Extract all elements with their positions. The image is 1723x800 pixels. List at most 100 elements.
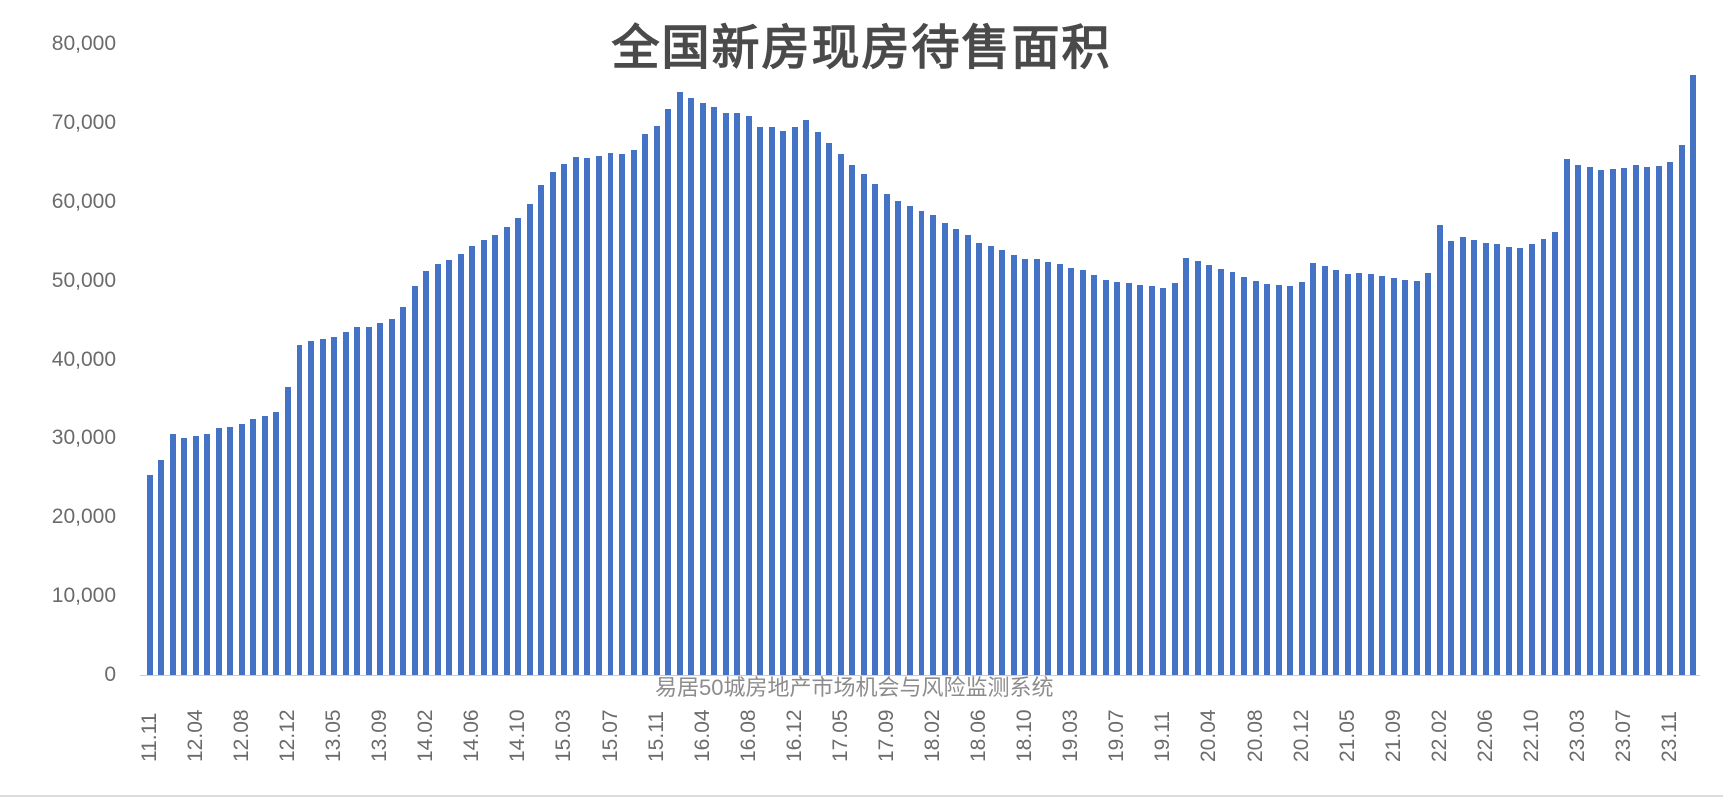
bar [1333, 270, 1340, 675]
bar [676, 92, 683, 675]
bar [895, 200, 902, 675]
bar [987, 245, 994, 675]
x-tick-label: 14.10 [506, 709, 530, 762]
bar [1655, 166, 1662, 675]
bar [619, 153, 625, 675]
x-tick-label: 16.12 [782, 709, 806, 762]
bar [1367, 274, 1374, 675]
bar [999, 249, 1006, 675]
bar [688, 97, 695, 675]
bar [1137, 285, 1144, 675]
bar [941, 223, 948, 675]
bar [204, 434, 211, 675]
bar [1275, 285, 1282, 675]
bar [1402, 279, 1409, 675]
bar [423, 271, 430, 675]
bar [1310, 263, 1317, 675]
x-tick-label: 20.12 [1289, 709, 1313, 762]
x-tick-label: 19.07 [1105, 709, 1129, 762]
bar [699, 103, 706, 675]
bar [561, 163, 568, 675]
bar [526, 204, 533, 675]
bar [976, 242, 983, 675]
bar [1022, 259, 1029, 675]
bar [1586, 167, 1593, 675]
bar [1148, 286, 1155, 675]
bar [515, 218, 522, 675]
bar [630, 150, 637, 675]
bar [480, 240, 487, 675]
bar [308, 341, 314, 675]
bar [1010, 255, 1017, 675]
bar [1102, 279, 1109, 675]
bar [1241, 276, 1247, 675]
bar [1517, 248, 1524, 675]
bar [1217, 268, 1224, 675]
y-tick-label: 0 [104, 663, 116, 686]
bar [1356, 272, 1363, 675]
x-tick-label: 16.08 [736, 709, 760, 762]
plot-area [144, 44, 1699, 675]
bar [1033, 259, 1040, 675]
bar [1321, 265, 1328, 675]
bar [365, 327, 372, 675]
x-tick-label: 19.03 [1059, 709, 1083, 762]
x-tick-label: 13.09 [368, 709, 392, 762]
bar [1114, 282, 1121, 675]
bar [883, 193, 890, 675]
bar [1091, 275, 1098, 675]
x-tick-label: 18.02 [921, 709, 945, 762]
bar [1436, 225, 1443, 675]
bar [469, 245, 476, 675]
bar [791, 126, 798, 675]
x-tick-label: 12.04 [183, 709, 207, 762]
bottom-divider [0, 795, 1723, 797]
x-tick-label: 12.12 [275, 709, 299, 762]
bar [549, 171, 556, 675]
bar [711, 107, 718, 675]
bar [457, 253, 464, 675]
bar [1678, 144, 1685, 675]
bar [1482, 242, 1489, 675]
x-tick-label: 20.04 [1197, 709, 1221, 762]
bar [665, 108, 672, 675]
y-tick-label: 80,000 [51, 32, 116, 55]
bar [860, 174, 867, 675]
bar [1194, 260, 1201, 675]
bar [1045, 261, 1052, 675]
bar [595, 156, 602, 675]
bar [1459, 237, 1466, 675]
bar [1160, 287, 1167, 675]
y-tick-label: 40,000 [51, 347, 116, 371]
bar [492, 234, 499, 675]
bar [1505, 246, 1512, 675]
bar [780, 130, 787, 675]
bar [1413, 281, 1420, 675]
bar [1528, 244, 1535, 675]
x-tick-label: 15.07 [598, 709, 622, 762]
bar [538, 185, 545, 675]
bar [906, 205, 913, 675]
x-tick-label: 20.08 [1243, 709, 1267, 762]
bar [1540, 238, 1547, 675]
bar [342, 331, 349, 675]
bar [1379, 275, 1386, 675]
bar [930, 215, 936, 675]
y-tick-label: 50,000 [51, 268, 116, 292]
bar [1229, 271, 1236, 675]
bar [607, 152, 614, 675]
bar [1448, 241, 1455, 675]
bar [1471, 239, 1478, 675]
bar [1125, 283, 1132, 675]
y-tick-label: 20,000 [51, 505, 116, 529]
bar [1068, 268, 1075, 675]
bar [250, 418, 257, 675]
bar [434, 264, 441, 675]
bar [1206, 264, 1213, 675]
bar [1390, 278, 1397, 675]
bar [826, 142, 833, 675]
bar [238, 424, 245, 675]
bar [953, 228, 960, 675]
x-tick-label: 15.03 [552, 709, 576, 762]
bar [1079, 270, 1086, 675]
